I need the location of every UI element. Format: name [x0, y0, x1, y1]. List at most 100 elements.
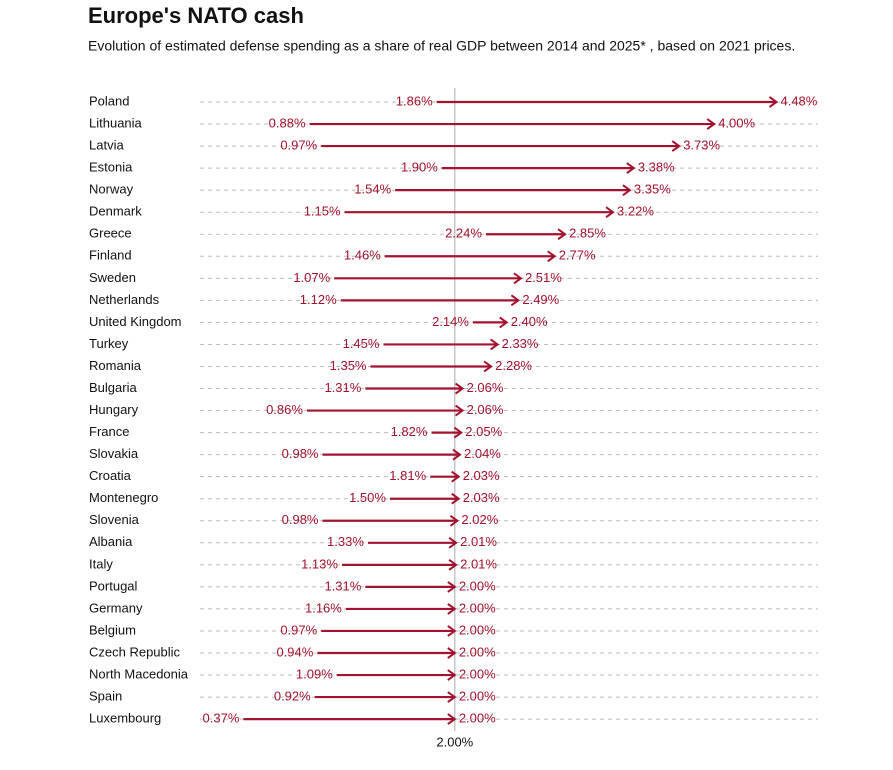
- end-label: 2.00%: [459, 644, 496, 659]
- x-tick-label: 2.00%: [436, 735, 473, 750]
- start-label: 1.82%: [391, 424, 428, 439]
- end-label: 2.00%: [459, 622, 496, 637]
- arrow-head: [451, 492, 461, 505]
- start-label: 1.15%: [304, 204, 341, 219]
- arrow-head: [447, 603, 457, 615]
- arrow-head: [453, 426, 464, 439]
- end-label: 4.48%: [780, 93, 817, 108]
- category-label: Romania: [89, 358, 142, 373]
- start-label: 1.09%: [296, 666, 333, 681]
- start-label: 0.97%: [280, 622, 317, 637]
- end-label: 3.38%: [638, 160, 675, 175]
- end-label: 2.49%: [522, 292, 559, 307]
- start-label: 1.50%: [349, 490, 386, 505]
- arrow-head: [513, 272, 523, 285]
- start-label: 1.31%: [324, 380, 361, 395]
- arrow-head: [557, 228, 567, 241]
- end-label: 2.03%: [463, 490, 500, 505]
- start-label: 2.24%: [445, 226, 482, 241]
- start-label: 1.16%: [305, 600, 342, 615]
- end-label: 2.04%: [464, 446, 501, 461]
- category-label: Czech Republic: [89, 644, 181, 659]
- end-label: 2.33%: [502, 336, 539, 351]
- arrow-head: [447, 647, 457, 659]
- start-label: 1.45%: [343, 336, 380, 351]
- category-label: France: [89, 424, 129, 439]
- end-label: 2.00%: [459, 578, 496, 593]
- end-label: 2.00%: [459, 666, 496, 681]
- start-label: 0.37%: [203, 711, 240, 726]
- category-label: Slovenia: [89, 512, 140, 527]
- end-label: 2.77%: [559, 248, 596, 263]
- start-label: 1.07%: [293, 270, 330, 285]
- start-label: 1.33%: [327, 534, 364, 549]
- arrow-head: [547, 250, 557, 263]
- end-label: 2.00%: [459, 600, 496, 615]
- category-label: Netherlands: [89, 292, 160, 307]
- arrow-head: [490, 338, 500, 351]
- category-label: Turkey: [89, 336, 129, 351]
- end-label: 3.35%: [634, 182, 671, 197]
- arrow-head: [455, 382, 465, 395]
- category-label: United Kingdom: [89, 314, 182, 329]
- start-label: 0.88%: [269, 115, 306, 130]
- start-label: 0.86%: [266, 402, 303, 417]
- chart-subtitle: Evolution of estimated defense spending …: [88, 38, 795, 54]
- category-label: Albania: [89, 534, 133, 549]
- end-label: 2.03%: [463, 468, 500, 483]
- arrow-head: [626, 162, 636, 174]
- arrow-head: [451, 470, 461, 483]
- end-label: 2.05%: [465, 424, 502, 439]
- arrow-head: [455, 404, 465, 417]
- arrow-head: [452, 448, 462, 461]
- category-label: Montenegro: [89, 490, 158, 505]
- category-label: Bulgaria: [89, 380, 137, 395]
- start-label: 0.98%: [282, 512, 319, 527]
- category-label: Poland: [89, 93, 129, 108]
- end-label: 3.22%: [617, 204, 654, 219]
- start-label: 1.81%: [389, 468, 426, 483]
- category-label: Estonia: [89, 160, 133, 175]
- category-label: Belgium: [89, 622, 136, 637]
- arrow-head: [449, 514, 460, 527]
- category-label: Latvia: [89, 138, 124, 153]
- category-label: Hungary: [89, 402, 139, 417]
- arrow-head: [605, 206, 615, 219]
- end-label: 2.01%: [460, 534, 497, 549]
- end-label: 3.73%: [683, 138, 720, 153]
- category-label: Italy: [89, 556, 113, 571]
- arrow-head: [510, 294, 521, 307]
- category-label: Germany: [89, 600, 143, 615]
- end-label: 2.28%: [495, 358, 532, 373]
- start-label: 1.13%: [301, 556, 338, 571]
- start-label: 2.14%: [432, 314, 469, 329]
- category-label: Luxembourg: [89, 711, 161, 726]
- arrow-head: [447, 669, 457, 681]
- start-label: 1.46%: [344, 248, 381, 263]
- start-label: 1.31%: [324, 578, 361, 593]
- start-label: 0.98%: [282, 446, 319, 461]
- end-label: 4.00%: [718, 115, 755, 130]
- end-label: 2.00%: [459, 711, 496, 726]
- end-label: 2.40%: [511, 314, 548, 329]
- end-label: 2.06%: [467, 380, 504, 395]
- arrow-head: [448, 559, 458, 571]
- start-label: 1.35%: [330, 358, 367, 373]
- category-label: Portugal: [89, 578, 138, 593]
- category-label: Croatia: [89, 468, 132, 483]
- end-label: 2.00%: [459, 689, 496, 704]
- start-label: 1.90%: [401, 160, 438, 175]
- arrow-head: [499, 316, 509, 329]
- start-label: 0.97%: [280, 138, 317, 153]
- category-label: Finland: [89, 248, 132, 263]
- category-label: Slovakia: [89, 446, 139, 461]
- arrow-head: [447, 713, 457, 725]
- arrow-head: [448, 536, 458, 549]
- chart-title: Europe's NATO cash: [88, 3, 304, 28]
- arrow-head: [447, 691, 457, 703]
- arrow-head: [671, 140, 681, 152]
- end-label: 2.85%: [569, 226, 606, 241]
- start-label: 1.12%: [300, 292, 337, 307]
- category-label: Sweden: [89, 270, 136, 285]
